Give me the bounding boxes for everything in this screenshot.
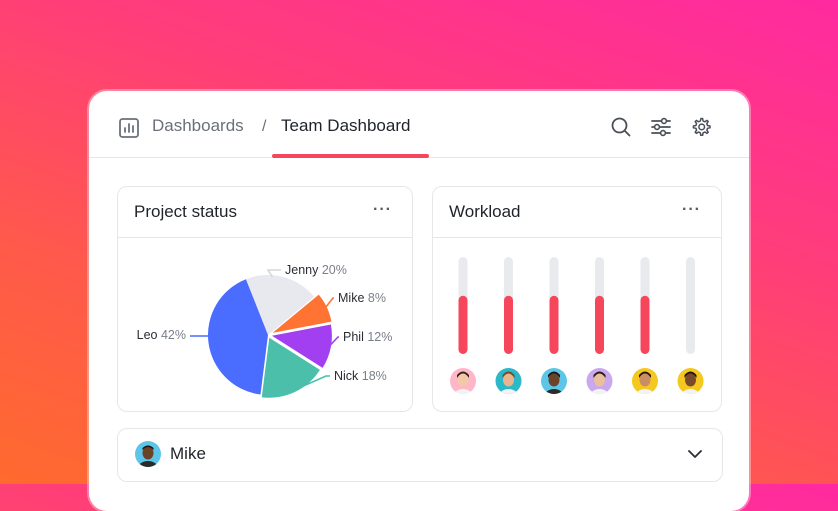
dashboard-icon	[119, 118, 139, 138]
workload-bar	[504, 295, 513, 354]
pie-label-name: Mike	[338, 291, 368, 305]
team-member-row[interactable]: Mike	[117, 428, 723, 482]
pie-label-name: Jenny	[285, 263, 322, 277]
workload-header: Workload ···	[433, 187, 721, 238]
pie-label-percent: 20%	[322, 263, 347, 277]
pie-slice-phil	[271, 324, 332, 368]
header-bar: Dashboards / Team Dashboard	[89, 91, 749, 158]
workload-bar	[640, 295, 650, 354]
avatar	[586, 368, 613, 394]
pie-slice-mike	[272, 294, 332, 333]
pie-label-mike: Mike 8%	[338, 291, 386, 305]
avatar	[677, 368, 704, 394]
pie-label-percent: 18%	[362, 369, 387, 383]
pie-label-nick: Nick 18%	[334, 369, 387, 383]
dashboard-window: Dashboards / Team Dashboard Project stat…	[89, 91, 749, 511]
project-status-card: Project status ··· Jenny 20% Mike 8% Phil …	[117, 186, 413, 412]
pie-slice-jenny	[245, 275, 315, 335]
breadcrumb-dashboards[interactable]: Dashboards	[152, 116, 244, 135]
workload-track	[686, 257, 695, 354]
pie-leader-jenny	[266, 269, 281, 278]
avatar	[632, 368, 658, 394]
pie-label-phil: Phil 12%	[343, 330, 392, 344]
workload-bar	[549, 295, 559, 354]
workload-bar	[458, 295, 468, 354]
breadcrumb-team-dashboard[interactable]: Team Dashboard	[281, 116, 411, 135]
project-status-pie-chart: Jenny 20% Mike 8% Phil 12% Nick 18% Leo 42%	[137, 263, 392, 398]
project-status-more-button[interactable]: ···	[373, 201, 392, 218]
pie-label-name: Leo	[137, 328, 161, 342]
workload-title: Workload	[449, 202, 521, 221]
breadcrumb-separator: /	[262, 118, 267, 135]
chevron-down-icon[interactable]	[688, 449, 702, 459]
pie-label-percent: 42%	[161, 328, 186, 342]
avatar	[495, 368, 522, 394]
pie-label-percent: 12%	[367, 330, 392, 344]
workload-more-button[interactable]: ···	[682, 201, 701, 218]
filter-sliders-icon[interactable]	[651, 117, 671, 137]
search-icon[interactable]	[611, 117, 631, 137]
workload-bar	[595, 295, 604, 354]
pie-label-name: Phil	[343, 330, 367, 344]
pie-slice-leo	[207, 279, 268, 395]
project-status-header: Project status ···	[118, 187, 412, 238]
workload-card: Workload ···	[432, 186, 722, 412]
pie-leader-nick	[293, 375, 330, 391]
avatar	[450, 368, 476, 394]
active-tab-indicator	[272, 154, 429, 158]
pie-leader-mike	[324, 297, 334, 309]
pie-slice-nick	[261, 337, 320, 398]
pie-label-jenny: Jenny 20%	[285, 263, 347, 277]
gear-icon[interactable]	[691, 117, 711, 137]
pie-label-percent: 8%	[368, 291, 386, 305]
pie-label-name: Nick	[334, 369, 362, 383]
team-member-name: Mike	[170, 444, 206, 463]
workload-bar-chart	[450, 257, 704, 394]
avatar	[541, 368, 567, 394]
pie-leader-phil	[328, 336, 339, 348]
pie-label-leo: Leo 42%	[137, 328, 186, 342]
avatar	[135, 441, 161, 467]
project-status-title: Project status	[134, 202, 237, 221]
